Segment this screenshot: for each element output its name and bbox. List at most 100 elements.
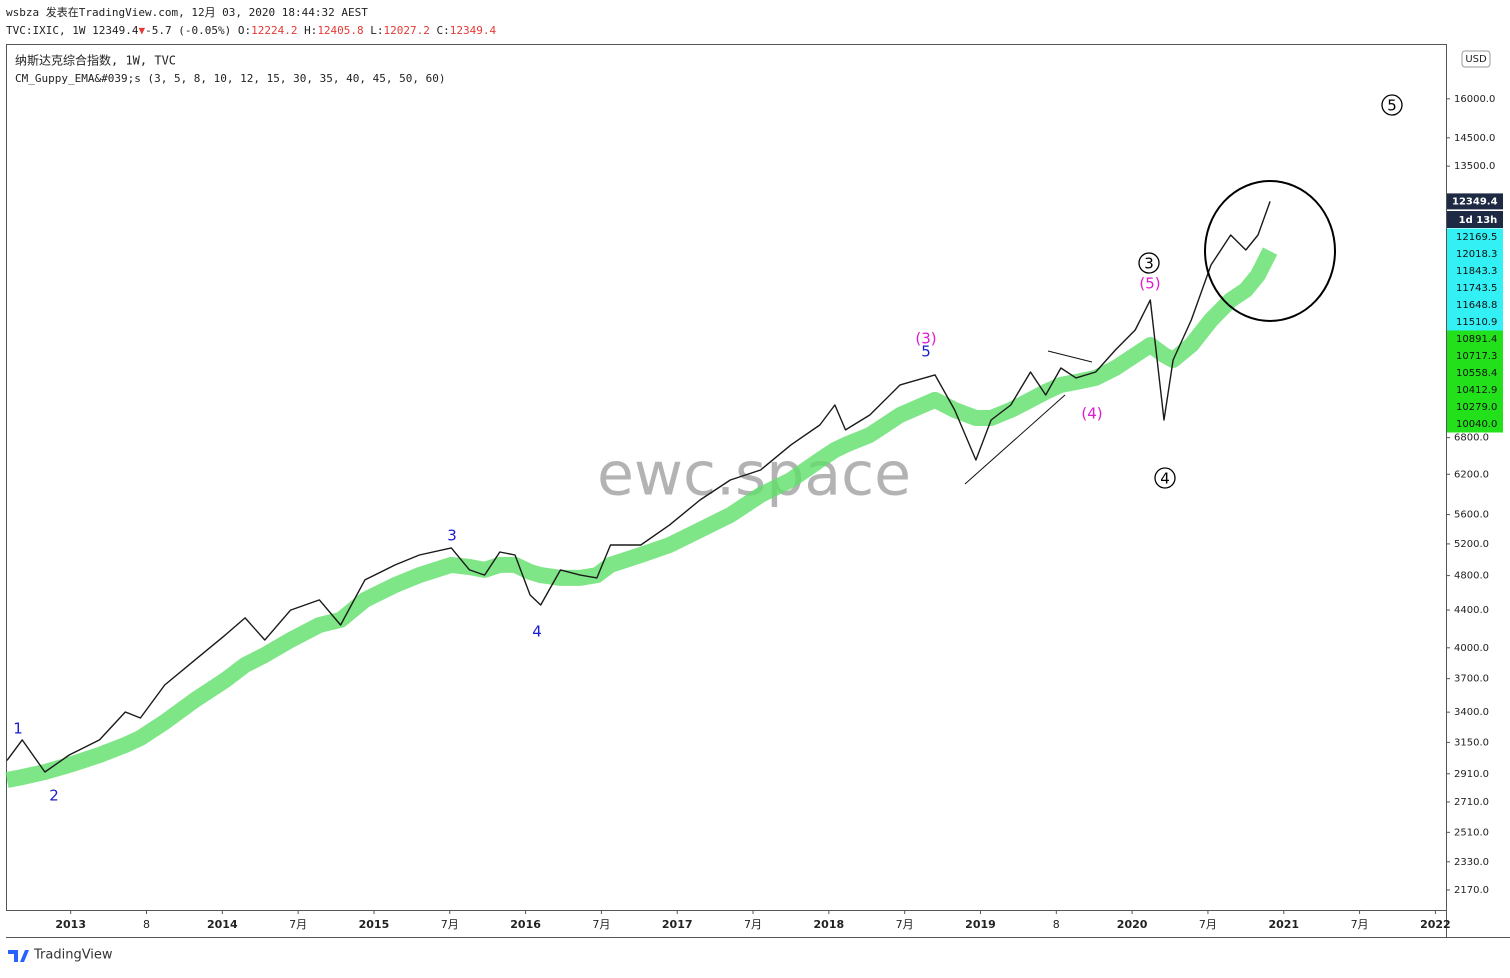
symbol-line: TVC:IXIC, 1W 12349.4▼-5.7 (-0.05%) O:122… [6, 24, 497, 37]
y-tick-label: 4800.0 [1454, 571, 1489, 582]
x-tick-label: 2022 [1420, 918, 1451, 931]
wave-label: 3 [1144, 255, 1154, 273]
ema-label-box [1447, 415, 1503, 433]
ema-label: 12018.3 [1456, 249, 1497, 260]
ema-label-box [1447, 381, 1503, 399]
y-tick-label: 6200.0 [1454, 469, 1489, 480]
last-price-box [1447, 193, 1503, 210]
x-tick-label: 2013 [55, 918, 86, 931]
x-tick-label: 2020 [1117, 918, 1148, 931]
ema-label-box [1447, 296, 1503, 314]
currency[interactable]: USD [1465, 54, 1487, 65]
wave-label: 2 [49, 787, 59, 805]
y-tick-label: 5200.0 [1454, 539, 1489, 550]
x-tick-label: 7月 [896, 918, 914, 931]
ema-label-box [1447, 347, 1503, 365]
wave-label: 5 [1387, 97, 1397, 115]
y-tick-label: 2910.0 [1454, 769, 1489, 780]
ema-label: 12169.5 [1456, 232, 1497, 243]
h-label: H: [304, 24, 317, 37]
change: -5.7 [145, 24, 172, 37]
trend-line [1047, 350, 1093, 363]
ema-label: 10040.0 [1456, 419, 1497, 430]
ema-label-box [1447, 364, 1503, 382]
ema-label: 10412.9 [1456, 385, 1497, 396]
wave-label: (5) [1139, 275, 1160, 293]
y-tick-label: 16000.0 [1454, 94, 1495, 105]
o-label: O: [238, 24, 251, 37]
ema-label-box [1447, 279, 1503, 297]
x-tick-label: 7月 [1199, 918, 1217, 931]
high: 12405.8 [317, 24, 363, 37]
y-tick-label: 2510.0 [1454, 827, 1489, 838]
down-arrow: ▼ [138, 24, 145, 37]
ema-label: 11843.3 [1456, 266, 1497, 277]
author-line: wsbza 发表在TradingView.com, 12月 03, 2020 1… [6, 5, 368, 19]
y-tick-label: 2710.0 [1454, 797, 1489, 808]
y-tick-label: 5600.0 [1454, 510, 1489, 521]
ema-label-box [1447, 228, 1503, 246]
legend-indicator: CM_Guppy_EMA&#039;s (3, 5, 8, 10, 12, 15… [15, 72, 445, 85]
wave-label: 4 [1160, 470, 1170, 488]
currency-box[interactable] [1461, 50, 1491, 68]
highlight-circle [1204, 180, 1336, 322]
wave-label: (4) [1081, 405, 1102, 423]
c-label: C: [437, 24, 450, 37]
trend-line [964, 394, 1066, 485]
close: 12349.4 [450, 24, 497, 37]
change-pct: (-0.05%) [178, 24, 231, 37]
countdown: 1d 13h [1459, 215, 1498, 226]
last: 12349.4 [92, 24, 139, 37]
wave-circle [1154, 467, 1176, 489]
y-tick-label: 3150.0 [1454, 737, 1489, 748]
y-tick-label: 4000.0 [1454, 643, 1489, 654]
open: 12224.2 [251, 24, 297, 37]
legend-instrument: 纳斯达克综合指数, 1W, TVC [15, 53, 176, 68]
symbol: TVC:IXIC, 1W [6, 24, 86, 37]
ema-label-box [1447, 262, 1503, 280]
x-tick-label: 7月 [1351, 918, 1369, 931]
y-tick-label: 3400.0 [1454, 707, 1489, 718]
ema-label: 10891.4 [1456, 334, 1497, 345]
wave-label: (3) [915, 330, 936, 348]
x-tick-label: 2016 [510, 918, 541, 931]
x-tick-label: 7月 [441, 918, 459, 931]
wave-label: 3 [447, 527, 457, 545]
last-price-label: 12349.4 [1452, 196, 1498, 207]
wave-label: 4 [532, 623, 542, 641]
y-tick-label: 13500.0 [1454, 161, 1495, 172]
low: 12027.2 [384, 24, 430, 37]
price-line [6, 201, 1271, 773]
x-tick-label: 7月 [744, 918, 762, 931]
wave-circle [1381, 94, 1403, 116]
ema-label: 11743.5 [1456, 283, 1497, 294]
ema-label: 10717.3 [1456, 351, 1497, 362]
x-tick-label: 2019 [965, 918, 996, 931]
footer-brand: TradingView [33, 948, 113, 963]
ema-label-box [1447, 245, 1503, 263]
x-tick-label: 2021 [1268, 918, 1299, 931]
ema-band [5, 247, 1278, 788]
y-tick-label: 4400.0 [1454, 605, 1489, 616]
y-tick-label: 3700.0 [1454, 674, 1489, 685]
ema-label-box [1447, 330, 1503, 348]
plot [5, 201, 1278, 788]
y-tick-label: 2170.0 [1454, 885, 1489, 896]
x-tick-label: 2015 [359, 918, 390, 931]
ema-label-box [1447, 313, 1503, 331]
ema-label-box [1447, 398, 1503, 416]
wave-label: 5 [921, 343, 931, 361]
wave-label: 1 [13, 720, 23, 738]
ema-label: 10558.4 [1456, 368, 1497, 379]
x-tick-label: 8 [143, 918, 150, 931]
countdown-box [1447, 211, 1503, 228]
ema-label: 11648.8 [1456, 300, 1497, 311]
x-tick-label: 7月 [592, 918, 610, 931]
ema-label: 10279.0 [1456, 402, 1497, 413]
l-label: L: [370, 24, 383, 37]
y-tick-label: 6800.0 [1454, 433, 1489, 444]
x-tick-label: 2017 [662, 918, 693, 931]
x-tick-label: 7月 [289, 918, 307, 931]
x-tick-label: 2018 [814, 918, 845, 931]
